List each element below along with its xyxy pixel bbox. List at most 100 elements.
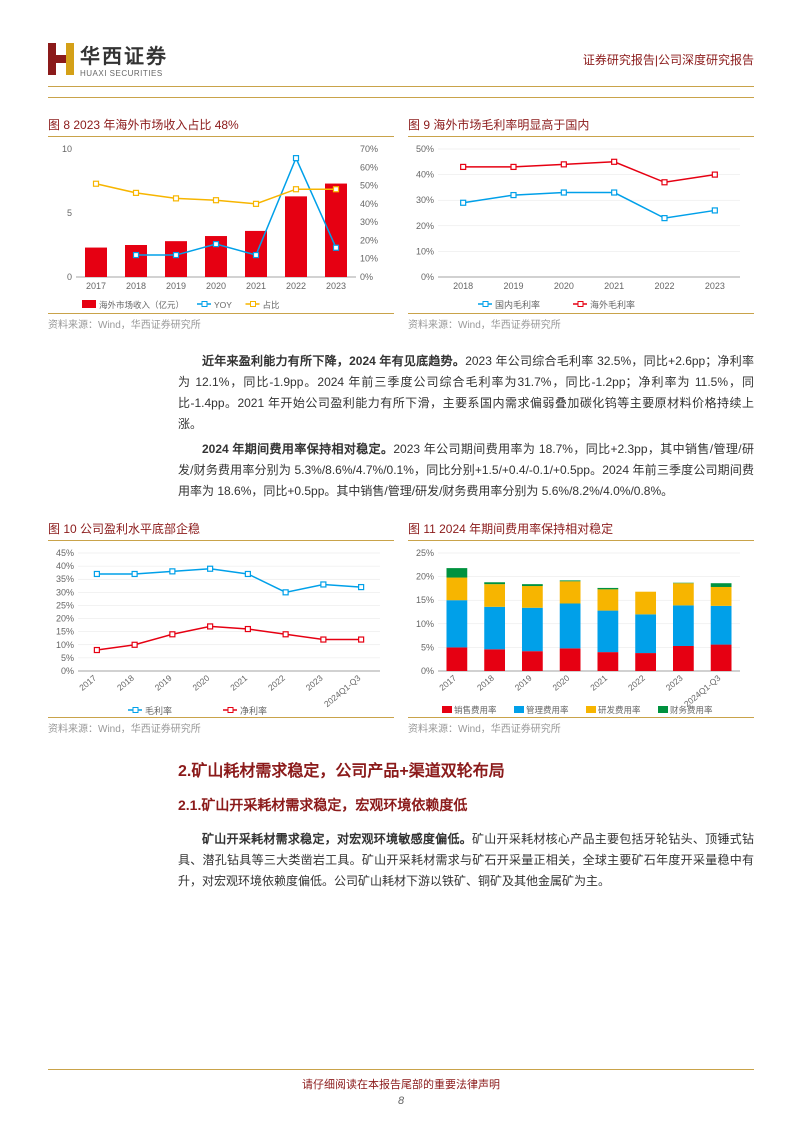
svg-text:10%: 10%: [56, 640, 74, 650]
svg-text:25%: 25%: [416, 548, 434, 558]
svg-text:40%: 40%: [56, 561, 74, 571]
chart-10: 图 10 公司盈利水平底部企稳 0% 5% 10% 15% 20% 25% 30% 35% 40…: [48, 520, 394, 735]
body-paragraph-1: 近年来盈利能力有所下降，2024 年有见底趋势。2023 年公司综合毛利率 32…: [48, 337, 754, 520]
svg-text:2021: 2021: [588, 673, 609, 693]
svg-text:研发费用率: 研发费用率: [598, 705, 641, 715]
chart-8-svg: 05100%10%20%30%40%50%60%70%2017201820192…: [48, 141, 390, 311]
chart-9-title: 图 9 海外市场毛利率明显高于国内: [408, 116, 754, 137]
svg-text:2020: 2020: [550, 673, 571, 693]
svg-text:30%: 30%: [416, 195, 434, 205]
svg-text:2018: 2018: [453, 281, 473, 291]
svg-text:10%: 10%: [416, 246, 434, 256]
svg-text:2022: 2022: [266, 673, 287, 693]
svg-text:2021: 2021: [246, 281, 266, 291]
svg-text:50%: 50%: [360, 181, 378, 191]
svg-text:2022: 2022: [626, 673, 647, 693]
svg-text:2022: 2022: [286, 281, 306, 291]
chart-8-source: 资料来源：Wind，华西证券研究所: [48, 313, 394, 331]
svg-text:20%: 20%: [416, 572, 434, 582]
svg-text:10: 10: [62, 144, 72, 154]
footer-warning: 请仔细阅读在本报告尾部的重要法律声明: [0, 1076, 802, 1092]
section-2-1-heading: 2.1.矿山开采耗材需求稳定，宏观环境依赖度低: [178, 795, 754, 815]
svg-text:2020: 2020: [206, 281, 226, 291]
logo-cn: 华西证券: [80, 40, 168, 69]
svg-text:0%: 0%: [360, 272, 373, 282]
chart-11: 图 11 2024 年期间费用率保持相对稳定 0% 5% 10% 15% 20% 25% 2…: [408, 520, 754, 735]
svg-text:70%: 70%: [360, 144, 378, 154]
header-doc-type: 证券研究报告|公司深度研究报告: [583, 51, 754, 68]
svg-text:财务费用率: 财务费用率: [670, 705, 713, 715]
chart-9-svg: 0% 10% 20% 30% 40% 50% 2018 2019 2020 2021 2022 202…: [408, 141, 750, 311]
svg-text:10%: 10%: [360, 254, 378, 264]
chart-11-title: 图 11 2024 年期间费用率保持相对稳定: [408, 520, 754, 541]
para2-lead: 2024 年期间费用率保持相对稳定。: [202, 442, 393, 456]
svg-text:5%: 5%: [421, 642, 434, 652]
svg-text:2017: 2017: [437, 673, 458, 693]
logo: 华西证券 HUAXI SECURITIES: [48, 40, 168, 78]
footer-page-number: 8: [0, 1095, 802, 1107]
page-header: 华西证券 HUAXI SECURITIES 证券研究报告|公司深度研究报告: [48, 40, 754, 84]
svg-text:海外市场收入（亿元）: 海外市场收入（亿元）: [99, 300, 184, 310]
svg-text:0%: 0%: [421, 272, 434, 282]
svg-text:5: 5: [67, 208, 72, 218]
svg-text:2023: 2023: [304, 673, 325, 693]
svg-text:毛利率: 毛利率: [145, 705, 172, 715]
svg-text:国内毛利率: 国内毛利率: [495, 299, 540, 310]
svg-text:海外毛利率: 海外毛利率: [590, 299, 635, 310]
svg-text:10%: 10%: [416, 619, 434, 629]
chart-9-source: 资料来源：Wind，华西证券研究所: [408, 313, 754, 331]
svg-text:2018: 2018: [126, 281, 146, 291]
svg-text:5%: 5%: [61, 653, 74, 663]
svg-text:25%: 25%: [56, 600, 74, 610]
svg-text:15%: 15%: [56, 627, 74, 637]
svg-text:50%: 50%: [416, 144, 434, 154]
page-footer: 请仔细阅读在本报告尾部的重要法律声明 8: [0, 1069, 802, 1107]
svg-text:2019: 2019: [153, 673, 174, 693]
svg-text:40%: 40%: [360, 199, 378, 209]
svg-text:20%: 20%: [416, 221, 434, 231]
svg-text:30%: 30%: [56, 587, 74, 597]
logo-icon: [48, 43, 74, 75]
chart-8-title: 图 8 2023 年海外市场收入占比 48%: [48, 116, 394, 137]
svg-text:35%: 35%: [56, 574, 74, 584]
svg-text:0: 0: [67, 272, 72, 282]
svg-text:30%: 30%: [360, 217, 378, 227]
svg-text:2018: 2018: [475, 673, 496, 693]
svg-text:2023: 2023: [326, 281, 346, 291]
svg-text:2019: 2019: [503, 281, 523, 291]
chart-11-svg: 0%5%10%15%20%25%201720182019202020212022…: [408, 545, 750, 715]
svg-text:2023: 2023: [664, 673, 685, 693]
svg-text:20%: 20%: [360, 235, 378, 245]
chart-11-source: 资料来源：Wind，华西证券研究所: [408, 717, 754, 735]
sec2-lead: 矿山开采耗材需求稳定，对宏观环境敏感度偏低。: [202, 832, 472, 846]
svg-text:0%: 0%: [421, 666, 434, 676]
svg-text:2022: 2022: [654, 281, 674, 291]
svg-text:2021: 2021: [604, 281, 624, 291]
svg-text:40%: 40%: [416, 170, 434, 180]
svg-text:20%: 20%: [56, 614, 74, 624]
svg-text:YOY: YOY: [214, 300, 232, 310]
svg-text:2020: 2020: [190, 673, 211, 693]
svg-text:销售费用率: 销售费用率: [454, 705, 497, 715]
logo-en: HUAXI SECURITIES: [80, 69, 168, 78]
svg-text:45%: 45%: [56, 548, 74, 558]
svg-text:2023: 2023: [705, 281, 725, 291]
svg-text:2018: 2018: [115, 673, 136, 693]
chart-10-svg: 0% 5% 10% 15% 20% 25% 30% 35% 40% 45% 2017 2018 2019…: [48, 545, 390, 715]
svg-text:2017: 2017: [77, 673, 98, 693]
section-2-heading: 2.矿山耗材需求稳定，公司产品+渠道双轮布局: [178, 757, 754, 781]
svg-text:2024Q1-Q3: 2024Q1-Q3: [322, 673, 363, 709]
svg-text:2019: 2019: [166, 281, 186, 291]
section-2-body: 矿山开采耗材需求稳定，对宏观环境敏感度偏低。矿山开采耗材核心产品主要包括牙轮钻头…: [48, 825, 754, 910]
chart-9: 图 9 海外市场毛利率明显高于国内 0% 10% 20% 30% 40% 50% 2018 2…: [408, 116, 754, 331]
svg-text:2020: 2020: [554, 281, 574, 291]
svg-text:0%: 0%: [61, 666, 74, 676]
svg-text:2017: 2017: [86, 281, 106, 291]
svg-text:2024Q1-Q3: 2024Q1-Q3: [682, 673, 723, 709]
chart-10-source: 资料来源：Wind，华西证券研究所: [48, 717, 394, 735]
svg-text:净利率: 净利率: [240, 705, 267, 715]
svg-text:15%: 15%: [416, 595, 434, 605]
chart-10-title: 图 10 公司盈利水平底部企稳: [48, 520, 394, 541]
chart-8: 图 8 2023 年海外市场收入占比 48% 0 5 10 0% 10% 20% 30% 40…: [48, 116, 394, 331]
svg-text:管理费用率: 管理费用率: [526, 705, 569, 715]
